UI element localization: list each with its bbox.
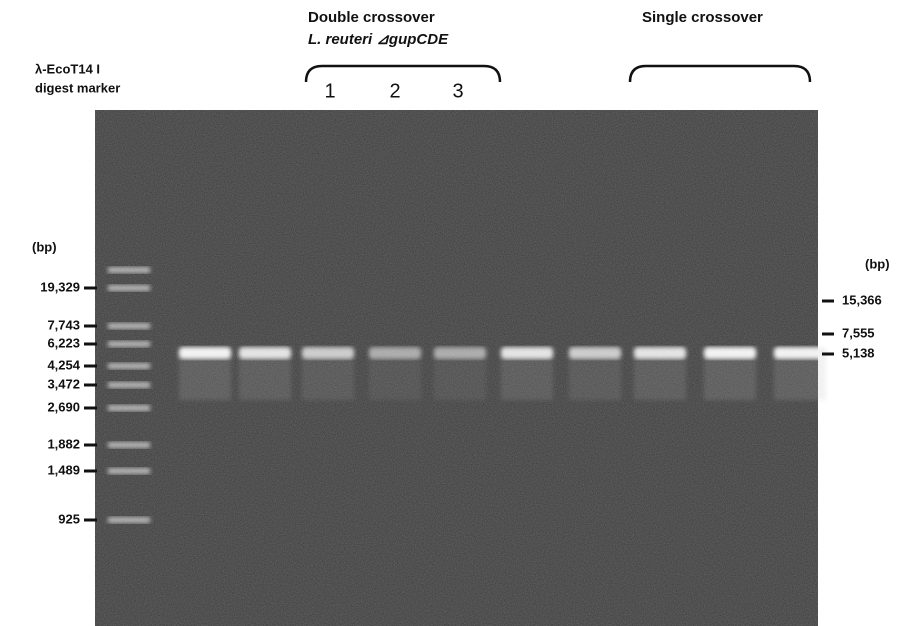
strain: L. reuteri ⊿gupCDE — [308, 31, 449, 48]
size-dash — [84, 383, 97, 387]
size-label: 19,329 — [40, 279, 80, 294]
sample-band — [501, 347, 553, 359]
marker-band — [108, 267, 150, 273]
size-label: 15,366 — [842, 292, 882, 307]
size-label: 925 — [58, 511, 80, 526]
size-dash — [84, 324, 97, 328]
unit: (bp) — [32, 239, 57, 254]
size-label: 2,690 — [47, 399, 80, 414]
marker-band — [108, 405, 150, 411]
marker-band — [108, 382, 150, 388]
marker-label: λ-EcoT14 I — [35, 61, 100, 76]
size-dash — [84, 286, 97, 290]
size-dash — [84, 518, 97, 522]
size-dash — [822, 332, 834, 336]
sample-band — [704, 347, 756, 359]
marker-band — [108, 285, 150, 291]
size-label: 5,138 — [842, 345, 875, 360]
size-label: 7,555 — [842, 325, 875, 340]
size-label: 6,223 — [47, 335, 80, 350]
bracket — [304, 64, 502, 83]
size-dash — [822, 352, 834, 356]
sample-band — [774, 347, 826, 359]
bands — [108, 267, 826, 523]
size-dash — [84, 364, 97, 368]
size-label: 1,882 — [47, 436, 80, 451]
sample-band — [634, 347, 686, 359]
lane-number: 1 — [324, 80, 335, 102]
sample-band — [569, 347, 621, 359]
marker-band — [108, 468, 150, 474]
lane-number: 2 — [389, 80, 400, 102]
marker-band — [108, 442, 150, 448]
sample-band — [239, 347, 291, 359]
size-dash — [84, 342, 97, 346]
sample-band — [302, 347, 354, 359]
size-dash — [84, 469, 97, 473]
sample-band — [434, 347, 486, 359]
size-dash — [84, 443, 97, 447]
sample-band — [369, 347, 421, 359]
size-label: 3,472 — [47, 376, 80, 391]
marker-band — [108, 323, 150, 329]
size-label: 7,743 — [47, 317, 80, 332]
header: Double crossover — [308, 9, 435, 26]
lane-number: 3 — [452, 80, 463, 102]
size-label: 4,254 — [47, 357, 80, 372]
header: Single crossover — [642, 9, 763, 26]
marker-band — [108, 517, 150, 523]
size-label: 1,489 — [47, 462, 80, 477]
bracket — [628, 64, 812, 83]
marker-label: digest marker — [35, 80, 120, 95]
marker-band — [108, 363, 150, 369]
marker-band — [108, 341, 150, 347]
unit: (bp) — [865, 256, 890, 271]
size-dash — [822, 299, 834, 303]
size-dash — [84, 406, 97, 410]
sample-band — [179, 347, 231, 359]
